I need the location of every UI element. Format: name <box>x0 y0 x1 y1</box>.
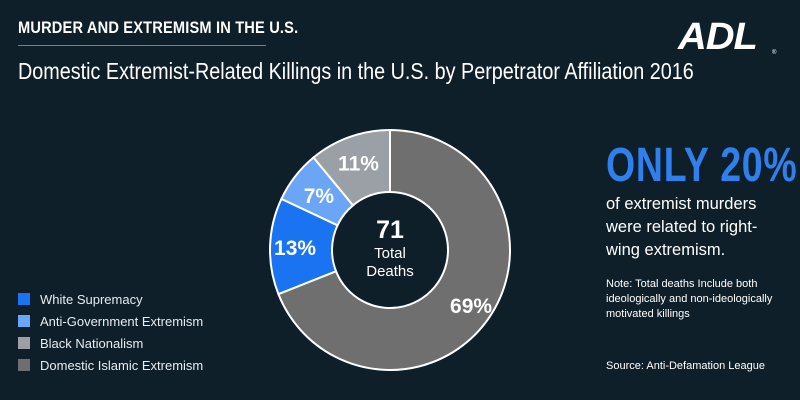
legend-swatch <box>18 337 30 349</box>
legend-item: Anti-Government Extremism <box>18 310 203 332</box>
center-label-total: Total <box>374 245 406 262</box>
donut-slice-domestic-islamic-extremism <box>277 128 511 371</box>
slice-percent-label: 69% <box>450 295 492 318</box>
source-credit: Source: Anti-Defamation League <box>606 360 765 372</box>
legend-label: White Supremacy <box>40 291 143 307</box>
chart-title: Domestic Extremist-Related Killings in t… <box>18 58 694 84</box>
center-label-deaths: Deaths <box>366 263 414 280</box>
legend-label: Anti-Government Extremism <box>40 313 204 329</box>
kicker-title: MURDER AND EXTREMISM IN THE U.S. <box>18 18 299 37</box>
legend-swatch <box>18 315 30 327</box>
logo-registered-mark: ® <box>772 50 777 56</box>
legend-label: Black Nationalism <box>40 335 144 351</box>
center-total-value: 71 <box>376 216 404 244</box>
chart-legend: White Supremacy Anti-Government Extremism… <box>18 288 203 376</box>
legend-swatch <box>18 359 30 371</box>
slice-percent-label: 11% <box>338 152 379 175</box>
legend-item: White Supremacy <box>18 288 203 310</box>
kicker-rule <box>18 45 266 46</box>
callout-note: Note: Total deaths Include both ideologi… <box>606 278 773 320</box>
callout-headline: ONLY 20% <box>606 139 798 192</box>
legend-label: Domestic Islamic Extremism <box>40 357 204 373</box>
slice-percent-label: 7% <box>304 185 335 208</box>
adl-logo: ADL <box>678 16 758 58</box>
legend-swatch <box>18 293 30 305</box>
callout-subline: of extremist murders were related to rig… <box>606 195 758 259</box>
legend-item: Black Nationalism <box>18 332 203 354</box>
legend-item: Domestic Islamic Extremism <box>18 354 203 376</box>
slice-percent-label: 13% <box>274 237 316 260</box>
